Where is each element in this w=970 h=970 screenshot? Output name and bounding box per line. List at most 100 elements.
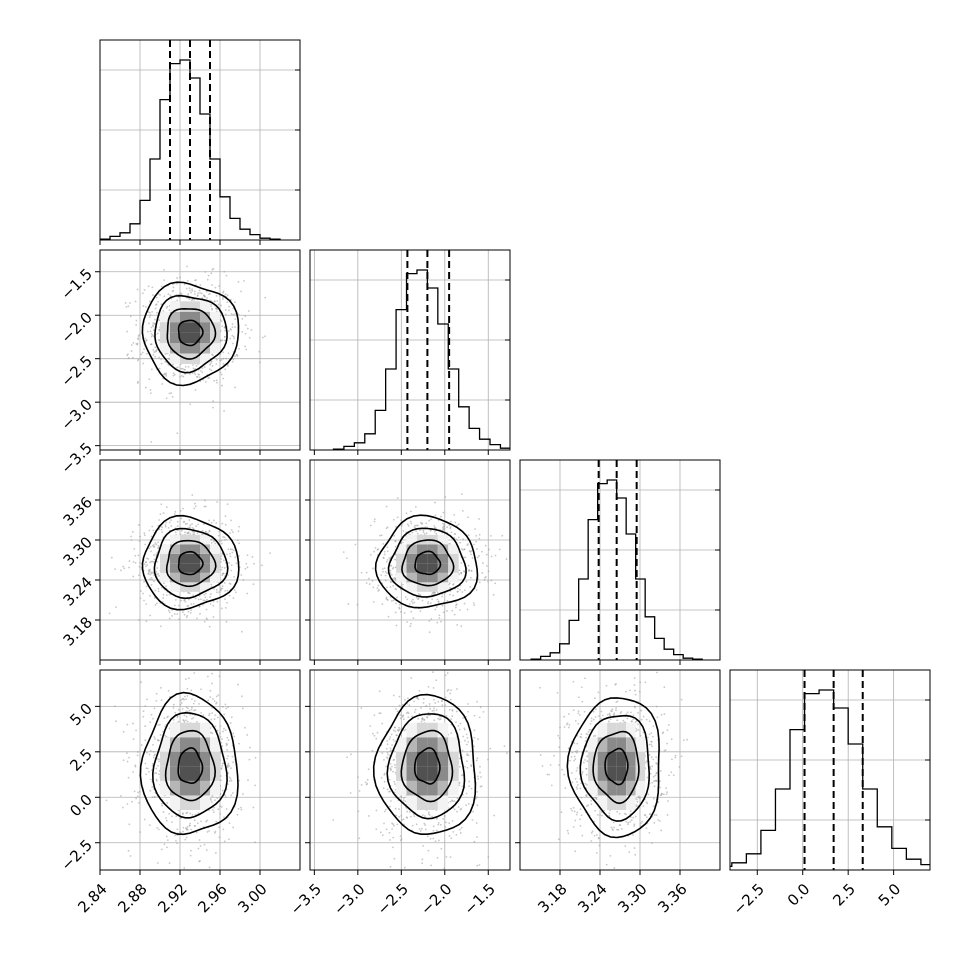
sample-point: [666, 729, 669, 732]
sample-point: [238, 525, 240, 528]
sample-point: [383, 553, 386, 556]
sample-point: [229, 337, 232, 340]
density-cell: [200, 766, 210, 781]
sample-point: [570, 756, 573, 758]
density-cell: [607, 751, 617, 767]
sample-point: [232, 597, 235, 599]
sample-point: [223, 567, 226, 569]
sample-point: [180, 880, 182, 882]
sample-point: [468, 569, 470, 572]
sample-point: [400, 795, 402, 798]
sample-point: [189, 524, 192, 527]
sample-point: [149, 389, 152, 391]
sample-point: [127, 357, 130, 359]
sample-point: [585, 733, 588, 735]
sample-point: [404, 596, 407, 598]
sample-point: [388, 778, 391, 781]
sample-point: [556, 691, 559, 694]
panel-content: [730, 670, 930, 870]
y-tick-label: −2.5: [58, 836, 96, 874]
sample-point: [143, 580, 146, 583]
sample-point: [168, 862, 171, 864]
sample-point: [149, 314, 152, 316]
sample-point: [377, 589, 380, 592]
sample-point: [191, 813, 194, 816]
sample-point: [629, 689, 631, 692]
sample-point: [501, 534, 504, 537]
sample-point: [130, 539, 133, 541]
sample-point: [231, 360, 234, 363]
sample-point: [189, 812, 192, 815]
sample-point: [233, 549, 235, 552]
sample-point: [145, 773, 147, 776]
sample-point: [203, 295, 206, 298]
sample-point: [224, 598, 227, 600]
sample-point: [227, 762, 230, 765]
sample-point: [386, 788, 389, 791]
sample-point: [148, 378, 151, 381]
sample-point: [172, 286, 175, 289]
sample-point: [228, 594, 231, 597]
density-cell: [416, 534, 428, 545]
sample-point: [422, 845, 425, 847]
sample-point: [193, 298, 196, 301]
sample-point: [612, 713, 615, 716]
contour-level-4: [372, 693, 477, 836]
sample-point: [428, 631, 431, 634]
sample-point: [398, 816, 401, 818]
sample-point: [357, 810, 360, 813]
sample-point: [206, 618, 209, 621]
sample-point: [227, 755, 230, 757]
sample-point: [181, 708, 184, 710]
sample-point: [655, 772, 658, 775]
sample-point: [425, 532, 428, 535]
sample-point: [176, 715, 179, 718]
density-cell: [180, 582, 190, 592]
sample-point: [456, 587, 459, 590]
sample-point: [226, 553, 228, 556]
sample-point: [174, 711, 177, 714]
sample-point: [144, 762, 147, 765]
sample-point: [210, 305, 212, 308]
sample-point: [376, 731, 379, 734]
sample-point: [124, 302, 127, 304]
sample-point: [216, 381, 218, 384]
sample-point: [160, 303, 163, 306]
sample-point: [134, 764, 137, 767]
sample-point: [475, 589, 478, 591]
x-tick-label: 2.88: [114, 880, 150, 916]
sample-point: [381, 722, 384, 725]
sample-point: [382, 556, 385, 559]
sample-point: [156, 332, 159, 335]
sample-point: [156, 739, 159, 741]
sample-point: [392, 599, 395, 602]
sample-point: [192, 702, 195, 705]
sample-point: [224, 703, 227, 706]
sample-point: [434, 702, 437, 704]
sample-point: [208, 830, 210, 832]
sample-point: [246, 592, 249, 595]
sample-point: [189, 822, 192, 825]
sample-point: [113, 705, 116, 707]
sample-point: [160, 358, 163, 361]
sample-point: [186, 614, 189, 617]
sample-point: [208, 714, 211, 717]
sample-point: [153, 580, 155, 583]
density-panel-2-1: [305, 459, 511, 665]
sample-point: [217, 808, 220, 811]
density-panel-3-2: 3.18 3.24 3.30 3.36: [515, 669, 721, 916]
sample-point: [209, 596, 212, 598]
sample-point: [161, 526, 164, 529]
sample-point: [422, 529, 425, 532]
sample-point: [151, 294, 154, 297]
sample-point: [575, 813, 578, 816]
sample-point: [163, 843, 166, 846]
sample-point: [150, 769, 153, 772]
sample-point: [479, 706, 482, 709]
sample-point: [384, 571, 387, 573]
sample-point: [138, 565, 141, 568]
sample-point: [213, 806, 215, 809]
sample-point: [429, 837, 432, 840]
sample-point: [667, 724, 670, 726]
